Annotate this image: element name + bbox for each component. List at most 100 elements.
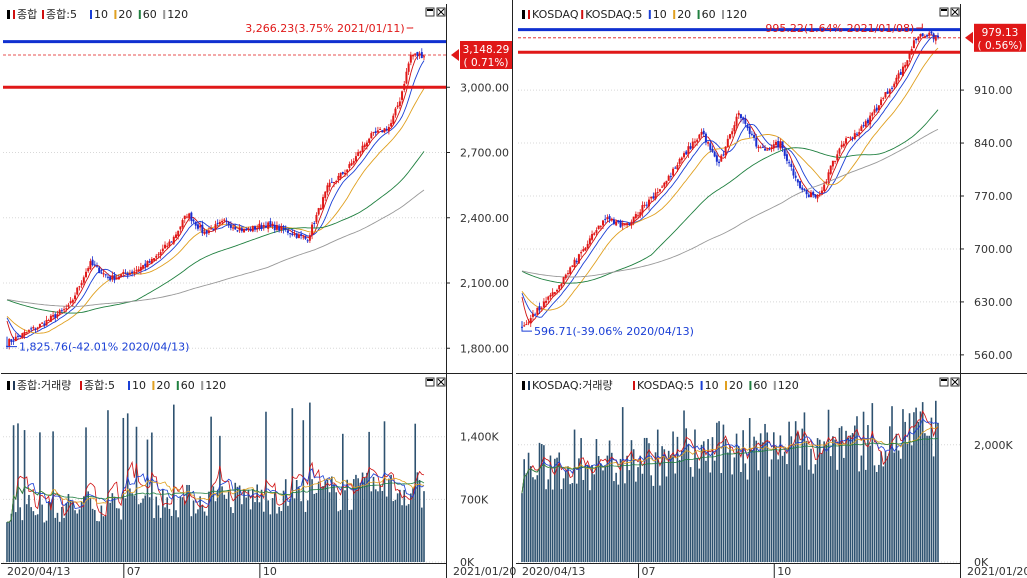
candle-body xyxy=(157,254,160,256)
candle-body xyxy=(150,259,153,264)
volume-bar xyxy=(788,421,790,562)
x-axis-label: 10 xyxy=(263,565,277,578)
volume-bar xyxy=(208,491,210,562)
volume-bar xyxy=(352,479,355,562)
volume-bar xyxy=(175,510,177,562)
candle-body xyxy=(855,133,858,135)
maximize-panel-button[interactable] xyxy=(425,377,435,387)
price-legend-item: KOSDAQ:5 xyxy=(585,8,642,21)
volume-ma-60-line xyxy=(521,437,939,494)
close-panel-button[interactable] xyxy=(436,377,446,387)
candle-body xyxy=(527,322,530,324)
candle-body xyxy=(750,133,753,135)
maximize-panel-button[interactable] xyxy=(939,7,949,17)
volume-bar xyxy=(177,517,179,562)
candle-body xyxy=(886,91,889,94)
volume-bar xyxy=(578,458,580,562)
volume-bar xyxy=(131,493,133,562)
candle-body xyxy=(796,179,799,183)
price-legend-swatch xyxy=(163,10,166,19)
volume-legend-item: KOSDAQ:5 xyxy=(637,379,694,392)
close-panel-button[interactable] xyxy=(950,7,960,17)
volume-bar xyxy=(91,508,94,562)
volume-bar xyxy=(164,507,166,562)
price-legend-item: KOSDAQ xyxy=(532,8,579,21)
volume-bar xyxy=(414,423,417,562)
x-axis-label: 2021/01/20 xyxy=(967,565,1027,578)
low-pointer xyxy=(521,321,532,332)
candle-body xyxy=(67,304,70,307)
volume-bar xyxy=(339,509,342,562)
candle-body xyxy=(227,222,230,226)
price-legend-item: 120 xyxy=(167,8,188,21)
volume-bar xyxy=(315,492,318,562)
candle-body xyxy=(188,213,191,219)
volume-bar xyxy=(545,489,547,562)
price-legend-swatch xyxy=(648,10,651,19)
candle-body xyxy=(19,335,22,337)
price-tick-label: 630.00 xyxy=(974,296,1013,309)
candle-body xyxy=(731,131,734,135)
ma-10-line xyxy=(6,60,425,339)
volume-bar xyxy=(862,411,865,562)
volume-bar xyxy=(659,485,661,562)
candle-body xyxy=(363,144,366,148)
volume-bar xyxy=(337,511,340,562)
candle-body xyxy=(836,154,839,161)
volume-bar xyxy=(560,489,563,562)
volume-bar xyxy=(368,431,370,562)
volume-bar xyxy=(355,474,357,562)
volume-bar xyxy=(803,412,806,562)
maximize-panel-button[interactable] xyxy=(939,377,949,387)
close-panel-button[interactable] xyxy=(950,377,960,387)
volume-bar xyxy=(810,448,812,562)
volume-bar xyxy=(836,469,839,562)
candle-body xyxy=(816,195,819,199)
close-panel-button[interactable] xyxy=(436,7,446,17)
candle-body xyxy=(748,126,751,134)
candle-body xyxy=(262,224,265,227)
candle-body xyxy=(407,63,410,72)
volume-bar xyxy=(140,502,142,562)
volume-bar xyxy=(135,426,138,562)
volume-bar xyxy=(423,491,425,562)
volume-bar xyxy=(298,487,300,562)
candle-body xyxy=(170,241,173,243)
candle-body xyxy=(897,73,900,79)
volume-bar xyxy=(580,438,582,562)
volume-bar xyxy=(168,508,171,562)
volume-bar xyxy=(304,511,307,562)
candle-body xyxy=(683,153,686,158)
volume-legend-swatch xyxy=(80,381,82,390)
volume-bar xyxy=(816,438,819,562)
candle-body xyxy=(122,271,125,274)
candle-body xyxy=(880,99,883,105)
volume-bar xyxy=(917,421,920,562)
candle-body xyxy=(923,36,926,38)
candle-body xyxy=(267,222,270,229)
candle-body xyxy=(810,192,813,198)
volume-bar xyxy=(558,452,561,562)
volume-bar xyxy=(766,432,769,562)
candle-body xyxy=(759,147,762,149)
volume-bar xyxy=(416,472,419,562)
candle-body xyxy=(591,234,594,240)
volume-bar xyxy=(554,458,556,562)
current-price-arrow xyxy=(965,31,973,44)
volume-bar xyxy=(937,422,939,562)
volume-bar xyxy=(573,429,576,562)
candle-body xyxy=(359,151,362,154)
volume-bar xyxy=(317,481,320,562)
x-axis-label: 10 xyxy=(777,565,791,578)
volume-bar xyxy=(346,479,348,562)
candle-body xyxy=(807,194,810,198)
candle-body xyxy=(645,204,648,206)
maximize-panel-button[interactable] xyxy=(425,7,435,17)
candle-body xyxy=(65,308,68,310)
candle-body xyxy=(584,247,587,251)
candle-body xyxy=(711,148,714,152)
candle-body xyxy=(337,175,340,180)
candle-body xyxy=(25,332,28,334)
volume-bar xyxy=(83,496,85,562)
x-axis-label: 07 xyxy=(642,565,656,578)
